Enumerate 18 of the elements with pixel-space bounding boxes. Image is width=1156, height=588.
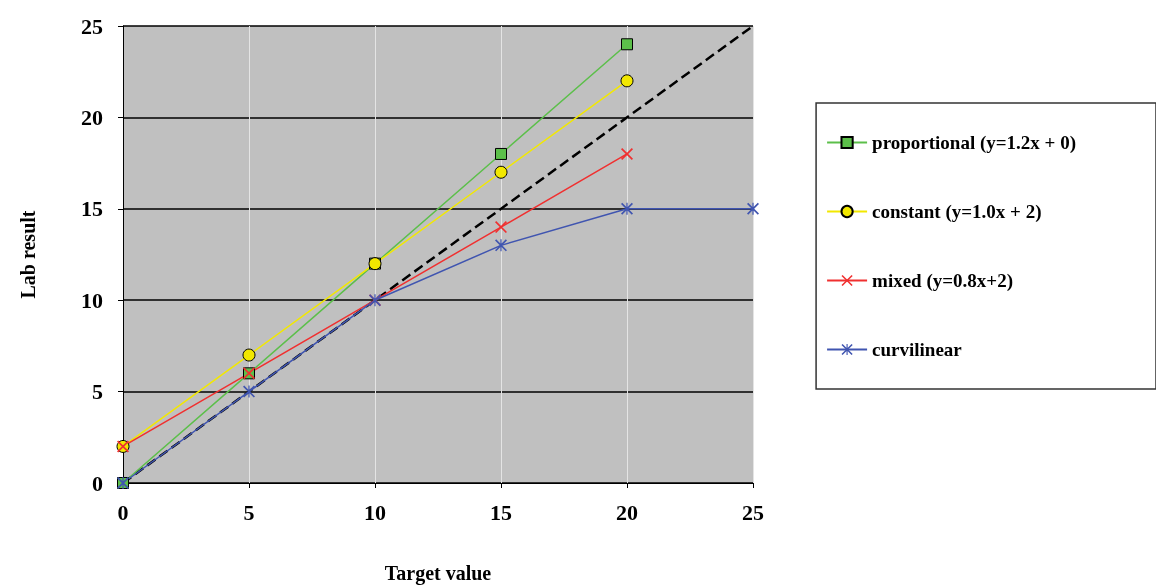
y-tick-label: 25 <box>81 13 103 39</box>
x-tick-label: 25 <box>742 499 764 525</box>
legend-label: constant (y=1.0x + 2) <box>872 201 1042 223</box>
legend-label: mixed (y=0.8x+2) <box>872 270 1014 292</box>
x-tick-label: 10 <box>364 499 386 525</box>
y-tick-label: 5 <box>92 379 103 405</box>
y-tick-label: 0 <box>92 470 103 496</box>
legend-label: curvilinear <box>872 339 963 360</box>
y-tick-label: 20 <box>81 104 103 130</box>
x-axis-title: Target value <box>384 562 492 585</box>
x-tick-label: 15 <box>490 499 512 525</box>
x-tick-label: 5 <box>243 499 255 525</box>
y-tick-label: 15 <box>81 196 103 222</box>
x-tick-label: 0 <box>117 499 129 525</box>
y-axis-title: Lab result <box>17 210 39 299</box>
x-tick-label: 20 <box>616 499 638 525</box>
y-tick-label: 10 <box>81 287 103 313</box>
legend-label: proportional (y=1.2x + 0) <box>872 132 1077 154</box>
